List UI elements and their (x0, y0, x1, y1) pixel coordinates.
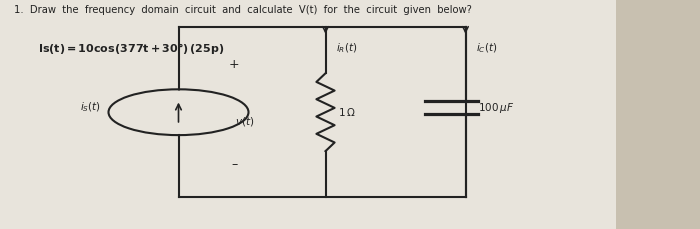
Text: $\mathbf{Is(t)=10cos(377t+30°)\,(25p)}$: $\mathbf{Is(t)=10cos(377t+30°)\,(25p)}$ (38, 41, 225, 56)
Text: 1.  Draw  the  frequency  domain  circuit  and  calculate  V(t)  for  the  circu: 1. Draw the frequency domain circuit and… (14, 5, 472, 15)
FancyBboxPatch shape (0, 0, 616, 229)
Text: $100\,\mu F$: $100\,\mu F$ (478, 101, 514, 115)
Text: $i_S(t)$: $i_S(t)$ (80, 101, 101, 114)
Text: $1\,\Omega$: $1\,\Omega$ (338, 106, 356, 118)
Circle shape (112, 90, 245, 134)
Text: +: + (229, 58, 239, 71)
Text: $i_C(t)$: $i_C(t)$ (476, 41, 498, 55)
Text: –: – (231, 158, 237, 171)
Text: $i_R(t)$: $i_R(t)$ (336, 41, 358, 55)
Text: $v(t)$: $v(t)$ (235, 115, 254, 128)
